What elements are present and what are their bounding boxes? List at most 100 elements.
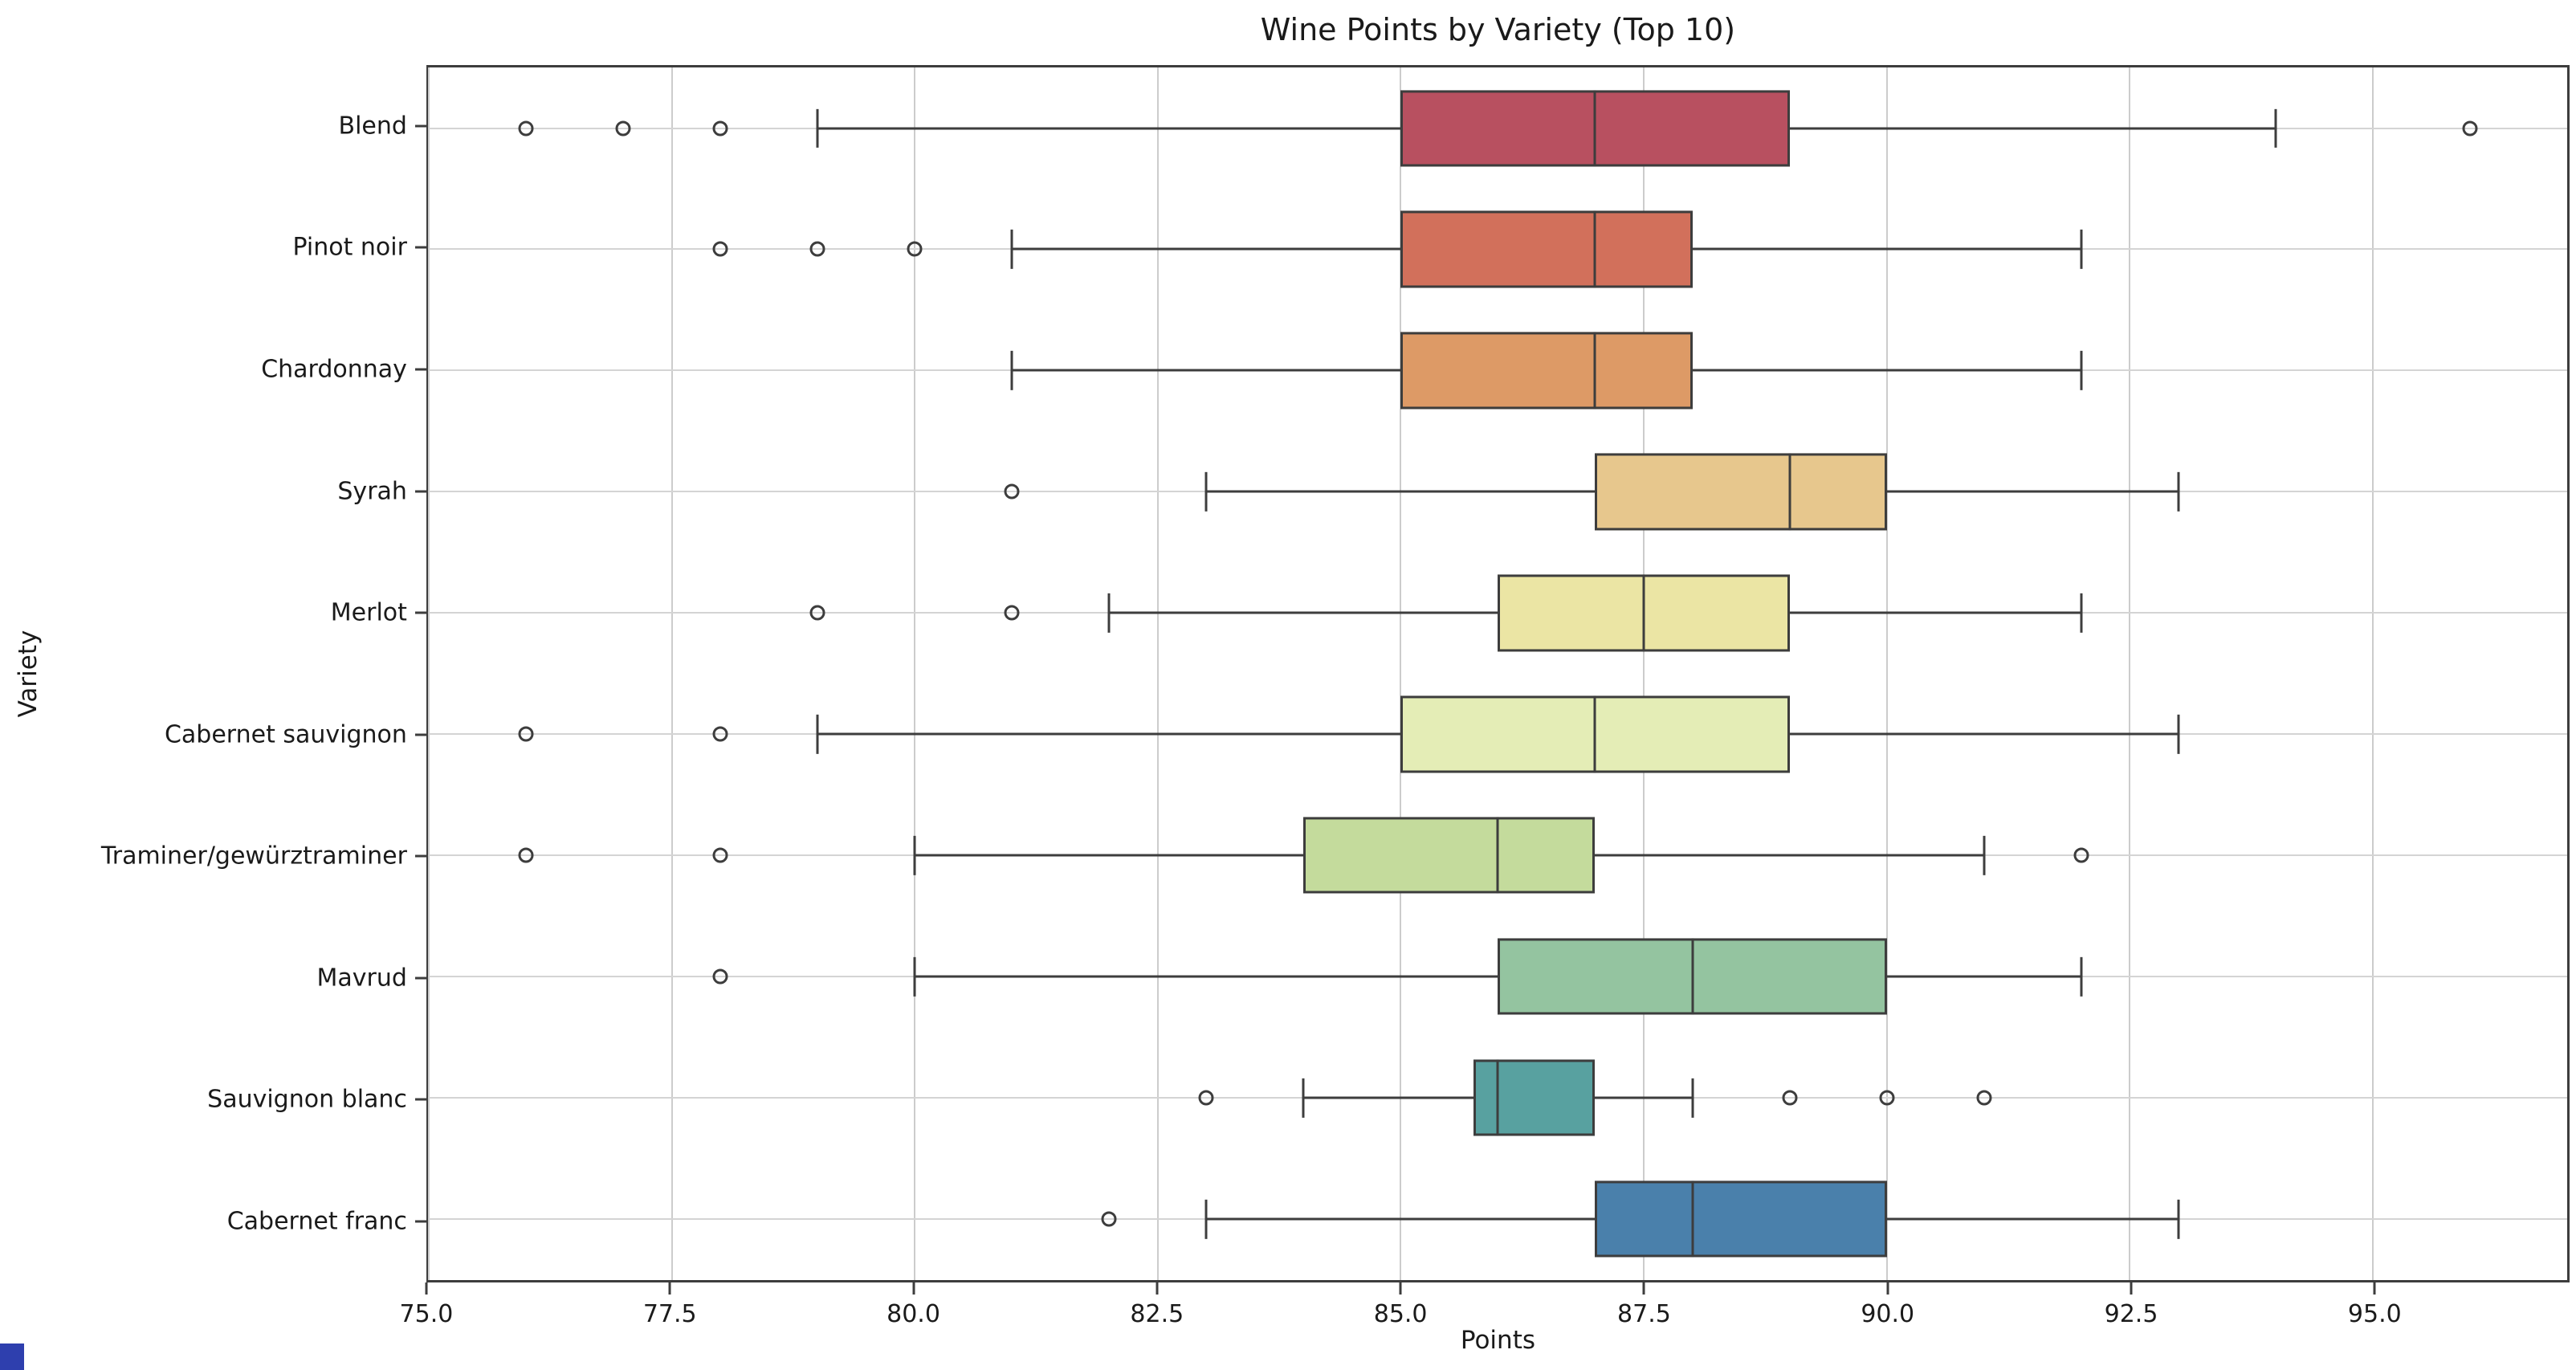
outlier-point xyxy=(518,120,534,137)
median-line xyxy=(1788,453,1791,530)
whisker-high-line xyxy=(1789,611,2081,614)
whisker-high-cap xyxy=(2080,957,2083,997)
median-line xyxy=(1593,695,1596,773)
whisker-low-line xyxy=(817,127,1401,130)
x-axis-label: Points xyxy=(1460,1325,1535,1355)
whisker-high-line xyxy=(1886,975,2081,978)
y-axis-label: Variety xyxy=(14,630,43,718)
whisker-low-cap xyxy=(913,957,916,997)
y-tick-label: Syrah xyxy=(337,477,407,506)
whisker-low-cap xyxy=(1010,351,1013,390)
whisker-low-line xyxy=(1206,1217,1596,1221)
outlier-point xyxy=(1976,1090,1992,1106)
whisker-high-line xyxy=(1886,1217,2179,1221)
y-tick-mark xyxy=(414,490,426,493)
median-line xyxy=(1642,574,1645,651)
x-tick-mark xyxy=(1156,1282,1159,1295)
x-gridline xyxy=(1400,67,1402,1280)
chart-title: Wine Points by Variety (Top 10) xyxy=(1260,11,1736,47)
whisker-low-line xyxy=(817,732,1401,736)
x-tick-mark xyxy=(1886,1282,1889,1295)
whisker-high-cap xyxy=(1691,1078,1694,1118)
whisker-high-cap xyxy=(2080,351,2083,390)
whisker-high-line xyxy=(1692,369,2081,372)
y-tick-mark xyxy=(414,124,426,128)
x-tick-mark xyxy=(425,1282,428,1295)
y-tick-label: Sauvignon blanc xyxy=(207,1085,407,1114)
median-line xyxy=(1496,817,1499,894)
whisker-low-cap xyxy=(816,108,819,148)
whisker-high-line xyxy=(1692,247,2081,251)
x-tick-mark xyxy=(2130,1282,2133,1295)
y-tick-mark xyxy=(414,611,426,614)
whisker-low-cap xyxy=(1302,1078,1305,1118)
x-gridline xyxy=(670,67,673,1280)
y-tick-mark xyxy=(414,977,426,980)
box xyxy=(1400,332,1693,410)
median-line xyxy=(1691,1180,1694,1258)
whisker-low-line xyxy=(915,854,1304,857)
x-gridline xyxy=(914,67,916,1280)
x-tick-label: 82.5 xyxy=(1130,1299,1184,1328)
whisker-high-line xyxy=(1789,127,2276,130)
median-line xyxy=(1593,210,1596,288)
whisker-high-cap xyxy=(2177,715,2180,754)
whisker-low-cap xyxy=(816,715,819,754)
whisker-high-cap xyxy=(2080,593,2083,633)
outlier-point xyxy=(1101,1211,1117,1227)
y-tick-label: Pinot noir xyxy=(292,233,407,262)
whisker-high-cap xyxy=(2177,472,2180,512)
whisker-high-cap xyxy=(2177,1200,2180,1239)
whisker-low-line xyxy=(1109,611,1498,614)
whisker-high-line xyxy=(1886,490,2179,493)
x-tick-label: 95.0 xyxy=(2347,1299,2402,1328)
x-tick-mark xyxy=(1399,1282,1402,1295)
whisker-high-line xyxy=(1789,732,2179,736)
outlier-point xyxy=(615,120,631,137)
x-tick-label: 80.0 xyxy=(887,1299,940,1328)
x-tick-label: 87.5 xyxy=(1617,1299,1671,1328)
x-gridline xyxy=(1885,67,1888,1280)
whisker-low-cap xyxy=(1204,1200,1208,1239)
whisker-low-line xyxy=(915,975,1498,978)
whisker-low-cap xyxy=(1107,593,1111,633)
x-gridline xyxy=(2129,67,2131,1280)
outlier-point xyxy=(518,847,534,863)
box xyxy=(1400,210,1693,288)
outlier-point xyxy=(712,120,728,137)
outlier-point xyxy=(2462,120,2478,137)
x-tick-label: 75.0 xyxy=(399,1299,454,1328)
x-tick-mark xyxy=(1642,1282,1645,1295)
y-tick-label: Mavrud xyxy=(316,964,407,993)
median-line xyxy=(1593,89,1596,167)
median-line xyxy=(1691,938,1694,1015)
outlier-point xyxy=(907,241,923,257)
x-gridline xyxy=(1643,67,1645,1280)
y-tick-mark xyxy=(414,246,426,249)
whisker-high-line xyxy=(1595,1096,1693,1099)
whisker-low-cap xyxy=(1204,472,1208,512)
x-tick-mark xyxy=(2373,1282,2376,1295)
box xyxy=(1473,1059,1596,1136)
whisker-low-line xyxy=(1303,1096,1474,1099)
outlier-point xyxy=(1004,605,1020,621)
whisker-high-cap xyxy=(2080,230,2083,269)
whisker-low-cap xyxy=(1010,230,1013,269)
x-gridline xyxy=(427,67,430,1280)
whisker-low-line xyxy=(1012,369,1401,372)
y-tick-label: Traminer/gewürztraminer xyxy=(100,842,407,871)
x-tick-label: 92.5 xyxy=(2104,1299,2158,1328)
y-tick-mark xyxy=(414,733,426,736)
outlier-point xyxy=(2073,847,2089,863)
outlier-point xyxy=(1879,1090,1895,1106)
whisker-high-line xyxy=(1595,854,1984,857)
box xyxy=(1595,1180,1887,1258)
box xyxy=(1303,817,1596,894)
y-tick-mark xyxy=(414,368,426,371)
x-tick-label: 90.0 xyxy=(1861,1299,1915,1328)
y-tick-mark xyxy=(414,1098,426,1101)
outlier-point xyxy=(1198,1090,1214,1106)
whisker-high-cap xyxy=(2274,108,2277,148)
outlier-point xyxy=(809,241,825,257)
